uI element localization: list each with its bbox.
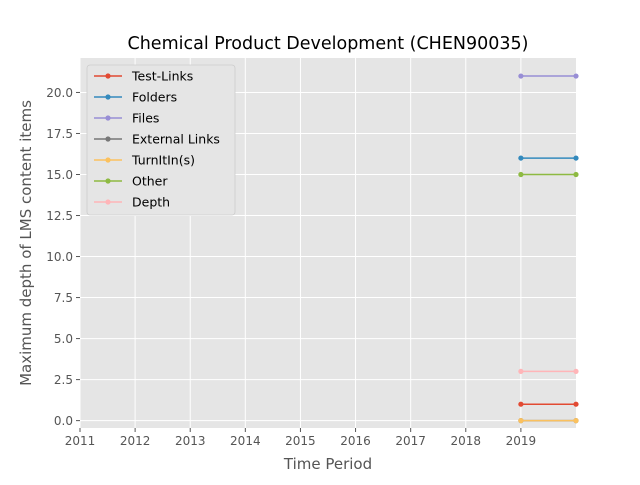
x-tick-label: 2019 xyxy=(506,434,537,448)
data-point xyxy=(573,155,579,161)
data-point xyxy=(573,73,579,79)
y-tick-label: 15.0 xyxy=(46,168,73,182)
x-tick-label: 2012 xyxy=(120,434,151,448)
series-test-links xyxy=(518,401,579,407)
axis-ticks: 2011 2012 2013 2014 2015 2016 2017 2018 2019 0.0 2… xyxy=(46,86,536,448)
legend-label: TurnItIn(s) xyxy=(131,153,195,168)
y-tick-label: 2.5 xyxy=(54,373,73,387)
legend-item: Depth xyxy=(94,195,170,210)
legend-label: Other xyxy=(132,174,168,189)
legend-label: Files xyxy=(132,111,159,126)
x-tick-label: 2015 xyxy=(285,434,316,448)
legend-label: Depth xyxy=(132,195,170,210)
legend-label: External Links xyxy=(132,132,220,147)
data-point xyxy=(518,155,524,161)
data-point xyxy=(518,368,524,374)
x-tick-label: 2011 xyxy=(65,434,96,448)
data-point xyxy=(573,401,579,407)
legend-marker xyxy=(105,136,111,142)
legend: Test-Links Folders Files External Links Turn… xyxy=(86,64,236,216)
y-tick-label: 5.0 xyxy=(54,332,73,346)
legend-marker xyxy=(105,115,111,121)
legend-label: Folders xyxy=(132,90,177,105)
y-tick-label: 7.5 xyxy=(54,291,73,305)
data-point xyxy=(518,73,524,79)
chart-title: Chemical Product Development (CHEN90035) xyxy=(128,34,529,54)
series-lines xyxy=(518,73,579,424)
legend-marker xyxy=(105,178,111,184)
y-tick-label: 17.5 xyxy=(46,127,73,141)
legend-label: Test-Links xyxy=(131,69,193,84)
legend-item: Files xyxy=(94,111,159,126)
series-files xyxy=(518,73,579,79)
data-point xyxy=(573,418,579,424)
legend-item: TurnItIn(s) xyxy=(94,153,195,168)
data-point xyxy=(518,401,524,407)
series-depth xyxy=(518,368,579,374)
data-point xyxy=(573,368,579,374)
y-axis-label: Maximum depth of LMS content items xyxy=(17,100,35,386)
data-point xyxy=(518,418,524,424)
series-folders xyxy=(518,155,579,161)
x-tick-label: 2016 xyxy=(340,434,371,448)
series-other xyxy=(518,171,579,178)
legend-marker xyxy=(105,73,111,79)
y-tick-label: 20.0 xyxy=(46,86,73,100)
x-axis-label: Time Period xyxy=(283,455,372,473)
data-point xyxy=(518,171,524,178)
x-tick-label: 2013 xyxy=(175,434,206,448)
legend-item: Other xyxy=(94,174,168,189)
legend-item: Test-Links xyxy=(94,69,193,84)
legend-item: External Links xyxy=(94,132,220,147)
x-tick-label: 2018 xyxy=(451,434,482,448)
y-tick-label: 12.5 xyxy=(46,209,73,223)
legend-box xyxy=(86,64,236,216)
y-tick-label: 10.0 xyxy=(46,250,73,264)
legend-item: Folders xyxy=(94,90,177,105)
data-point xyxy=(573,171,579,178)
legend-marker xyxy=(105,157,111,163)
legend-marker xyxy=(105,199,111,205)
x-tick-label: 2014 xyxy=(230,434,261,448)
x-tick-label: 2017 xyxy=(395,434,426,448)
y-tick-label: 0.0 xyxy=(54,414,73,428)
series-turnitin-s xyxy=(518,418,579,424)
legend-marker xyxy=(105,94,111,100)
